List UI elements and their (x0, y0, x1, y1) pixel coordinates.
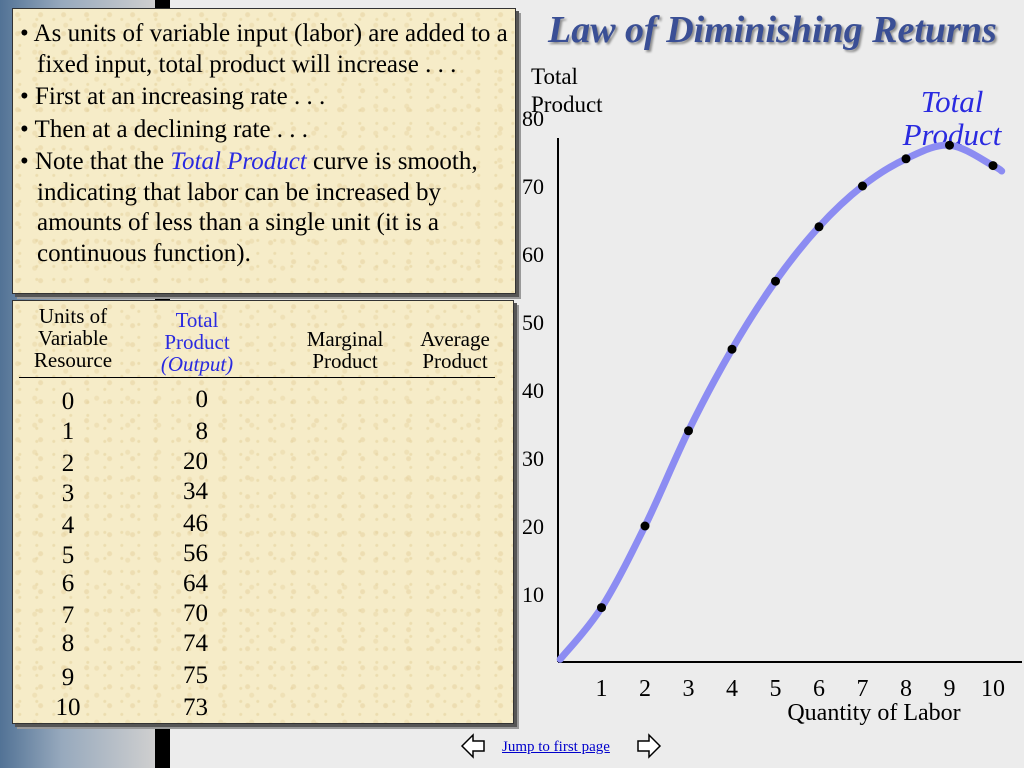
header-rule (19, 377, 495, 378)
table-cell-total-product: 64 (183, 570, 208, 597)
header-average-line: Average (420, 327, 490, 351)
bullet-text: • Note that the (20, 148, 171, 175)
header-units-line: Units of (38, 304, 108, 328)
data-point (945, 140, 954, 150)
x-tick-label: 2 (639, 676, 651, 702)
y-tick-label: 50 (522, 310, 544, 335)
highlight-text: Total Product (170, 148, 307, 175)
y-axis-label: Product (531, 92, 603, 117)
table-cell-units: 7 (61, 602, 75, 629)
jump-to-first-page-link[interactable]: Jump to first page (502, 739, 610, 755)
right-arrow-icon[interactable] (636, 732, 662, 760)
bullet-item: • Then at a declining rate . . . (20, 115, 510, 146)
total-product-curve (556, 141, 1006, 663)
data-point (727, 344, 737, 354)
table-cell-total-product: 73 (183, 694, 208, 721)
table-cell-units: 4 (61, 512, 75, 539)
data-point (901, 154, 911, 164)
header-units-line: Resource (33, 348, 113, 372)
header-total-line: Product (164, 330, 230, 354)
bullet-item: • As units of variable input (labor) are… (20, 19, 510, 80)
table-cell-units: 10 (55, 694, 81, 721)
table-cell-units: 8 (61, 630, 75, 657)
y-tick-label: 70 (522, 174, 544, 199)
header-average-line: Product (422, 349, 488, 373)
y-tick-label: 10 (522, 582, 544, 607)
header-total-line: (Output) (160, 352, 234, 376)
data-point (640, 521, 650, 531)
x-tick-label: 5 (770, 676, 782, 702)
slide-title: Law of Diminishing Returns (548, 9, 997, 51)
x-tick-label: 4 (726, 676, 738, 702)
table-cell-units: 6 (61, 570, 75, 597)
y-tick-label: 60 (522, 242, 544, 267)
data-point (771, 276, 780, 286)
table-cell-units: 1 (61, 418, 75, 445)
data-point (597, 603, 606, 613)
header-marginal-line: Marginal (306, 327, 384, 351)
x-tick-label: 7 (857, 676, 869, 702)
bullet-item: • Note that the Total Product curve is s… (20, 147, 510, 269)
header-units-line: Variable (38, 326, 108, 350)
x-tick-label: 3 (683, 676, 695, 702)
y-tick-label: 80 (522, 106, 544, 131)
y-tick-label: 40 (522, 378, 544, 403)
bullet-text: • Then at a declining rate . . . (20, 115, 309, 143)
navigation-bar: Jump to first page (460, 732, 680, 762)
header-total-line: Total (175, 308, 219, 332)
table-cell-total-product: 0 (195, 386, 209, 413)
table-cell-units: 2 (61, 450, 75, 477)
table-cell-units: 3 (61, 480, 75, 507)
header-total-product: Total Product (Output) (141, 309, 253, 375)
table-cell-total-product: 34 (183, 478, 208, 505)
y-axis-label: Total (531, 64, 578, 89)
x-tick-label: 10 (981, 676, 1005, 702)
data-table-panel: Units of Variable Resource Total Product… (12, 300, 514, 724)
x-tick-label: 8 (900, 676, 912, 702)
bullet-text: • First at an increasing rate . . . (20, 83, 326, 110)
x-tick-label: 1 (596, 676, 608, 702)
bullet-text: curve is smooth, indicating that labor c… (37, 148, 478, 267)
table-cell-total-product: 75 (183, 662, 208, 689)
bullet-panel: • As units of variable input (labor) are… (12, 8, 516, 294)
x-axis-label: Quantity of Labor (787, 700, 960, 726)
table-cell-units: 5 (61, 542, 75, 569)
table-cell-total-product: 74 (183, 630, 208, 657)
curve-label: Total (921, 84, 984, 119)
table-cell-total-product: 8 (195, 418, 209, 445)
y-tick-label: 20 (522, 514, 544, 539)
data-point (684, 426, 693, 436)
table-cell-total-product: 46 (183, 510, 208, 537)
header-average-product: Average Product (407, 328, 503, 372)
data-point (858, 181, 867, 191)
bullet-text: • As units of variable input (labor) are… (20, 20, 508, 78)
header-marginal-product: Marginal Product (295, 328, 395, 372)
bullet-item: • First at an increasing rate . . . (20, 82, 510, 113)
table-cell-total-product: 20 (183, 448, 208, 475)
left-arrow-icon[interactable] (460, 732, 486, 760)
table-cell-units: 0 (61, 388, 75, 415)
x-tick-label: 9 (944, 676, 956, 702)
data-point (814, 222, 824, 232)
y-tick-label: 30 (522, 446, 544, 471)
total-product-chart: 10 20 30 40 50 60 70 80 1 2 3 4 5 6 7 8 9 10 Total Product Q… (522, 64, 1022, 726)
header-units: Units of Variable Resource (19, 305, 127, 371)
data-point (988, 161, 998, 171)
bullet-list: • As units of variable input (labor) are… (20, 19, 510, 269)
table-cell-total-product: 56 (183, 540, 208, 567)
header-marginal-line: Product (312, 349, 378, 373)
table-cell-units: 9 (61, 664, 75, 691)
x-tick-label: 6 (813, 676, 825, 702)
table-cell-total-product: 70 (183, 600, 208, 627)
